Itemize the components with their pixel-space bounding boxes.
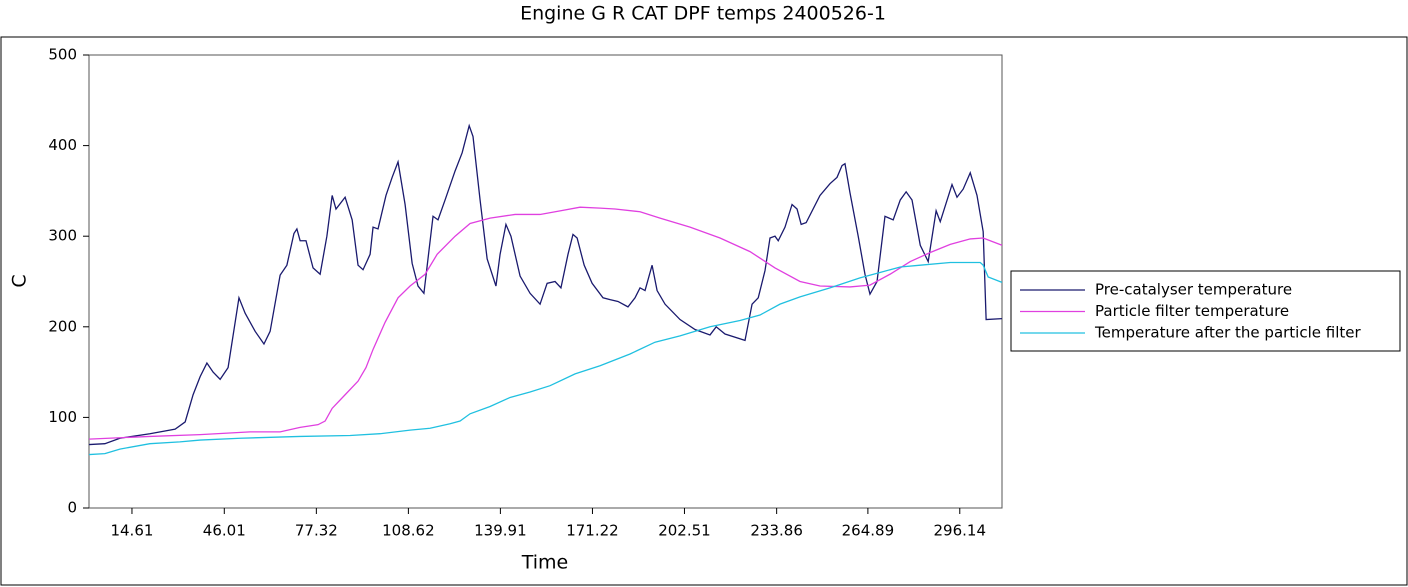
y-tick-label: 200	[48, 317, 77, 335]
x-tick-label: 171.22	[566, 522, 619, 540]
y-tick-label: 0	[67, 499, 77, 517]
plot-frame	[88, 54, 1003, 509]
y-axis-label: C	[9, 274, 31, 287]
y-tick-label: 500	[48, 46, 77, 64]
x-tick-label: 233.86	[750, 522, 803, 540]
x-tick-label: 77.32	[295, 522, 338, 540]
legend-label: Pre-catalyser temperature	[1095, 281, 1292, 299]
legend-label: Temperature after the particle filter	[1094, 324, 1361, 342]
legend-label: Particle filter temperature	[1095, 302, 1289, 320]
y-tick-label: 100	[48, 408, 77, 426]
x-tick-label: 139.91	[474, 522, 527, 540]
x-tick-label: 108.62	[382, 522, 435, 540]
x-tick-label: 264.89	[842, 522, 895, 540]
x-tick-label: 14.61	[110, 522, 153, 540]
chart-border	[0, 36, 1408, 586]
x-tick-label: 296.14	[934, 522, 987, 540]
y-tick-label: 400	[48, 136, 77, 154]
x-tick-label: 202.51	[658, 522, 711, 540]
line-series	[88, 261, 1003, 456]
chart-title: Engine G R CAT DPF temps 2400526-1	[520, 3, 886, 25]
y-tick-label: 300	[48, 227, 77, 245]
x-axis-label: Time	[521, 552, 569, 574]
line-series	[88, 206, 1003, 440]
line-series	[88, 123, 1003, 446]
x-tick-label: 46.01	[203, 522, 246, 540]
